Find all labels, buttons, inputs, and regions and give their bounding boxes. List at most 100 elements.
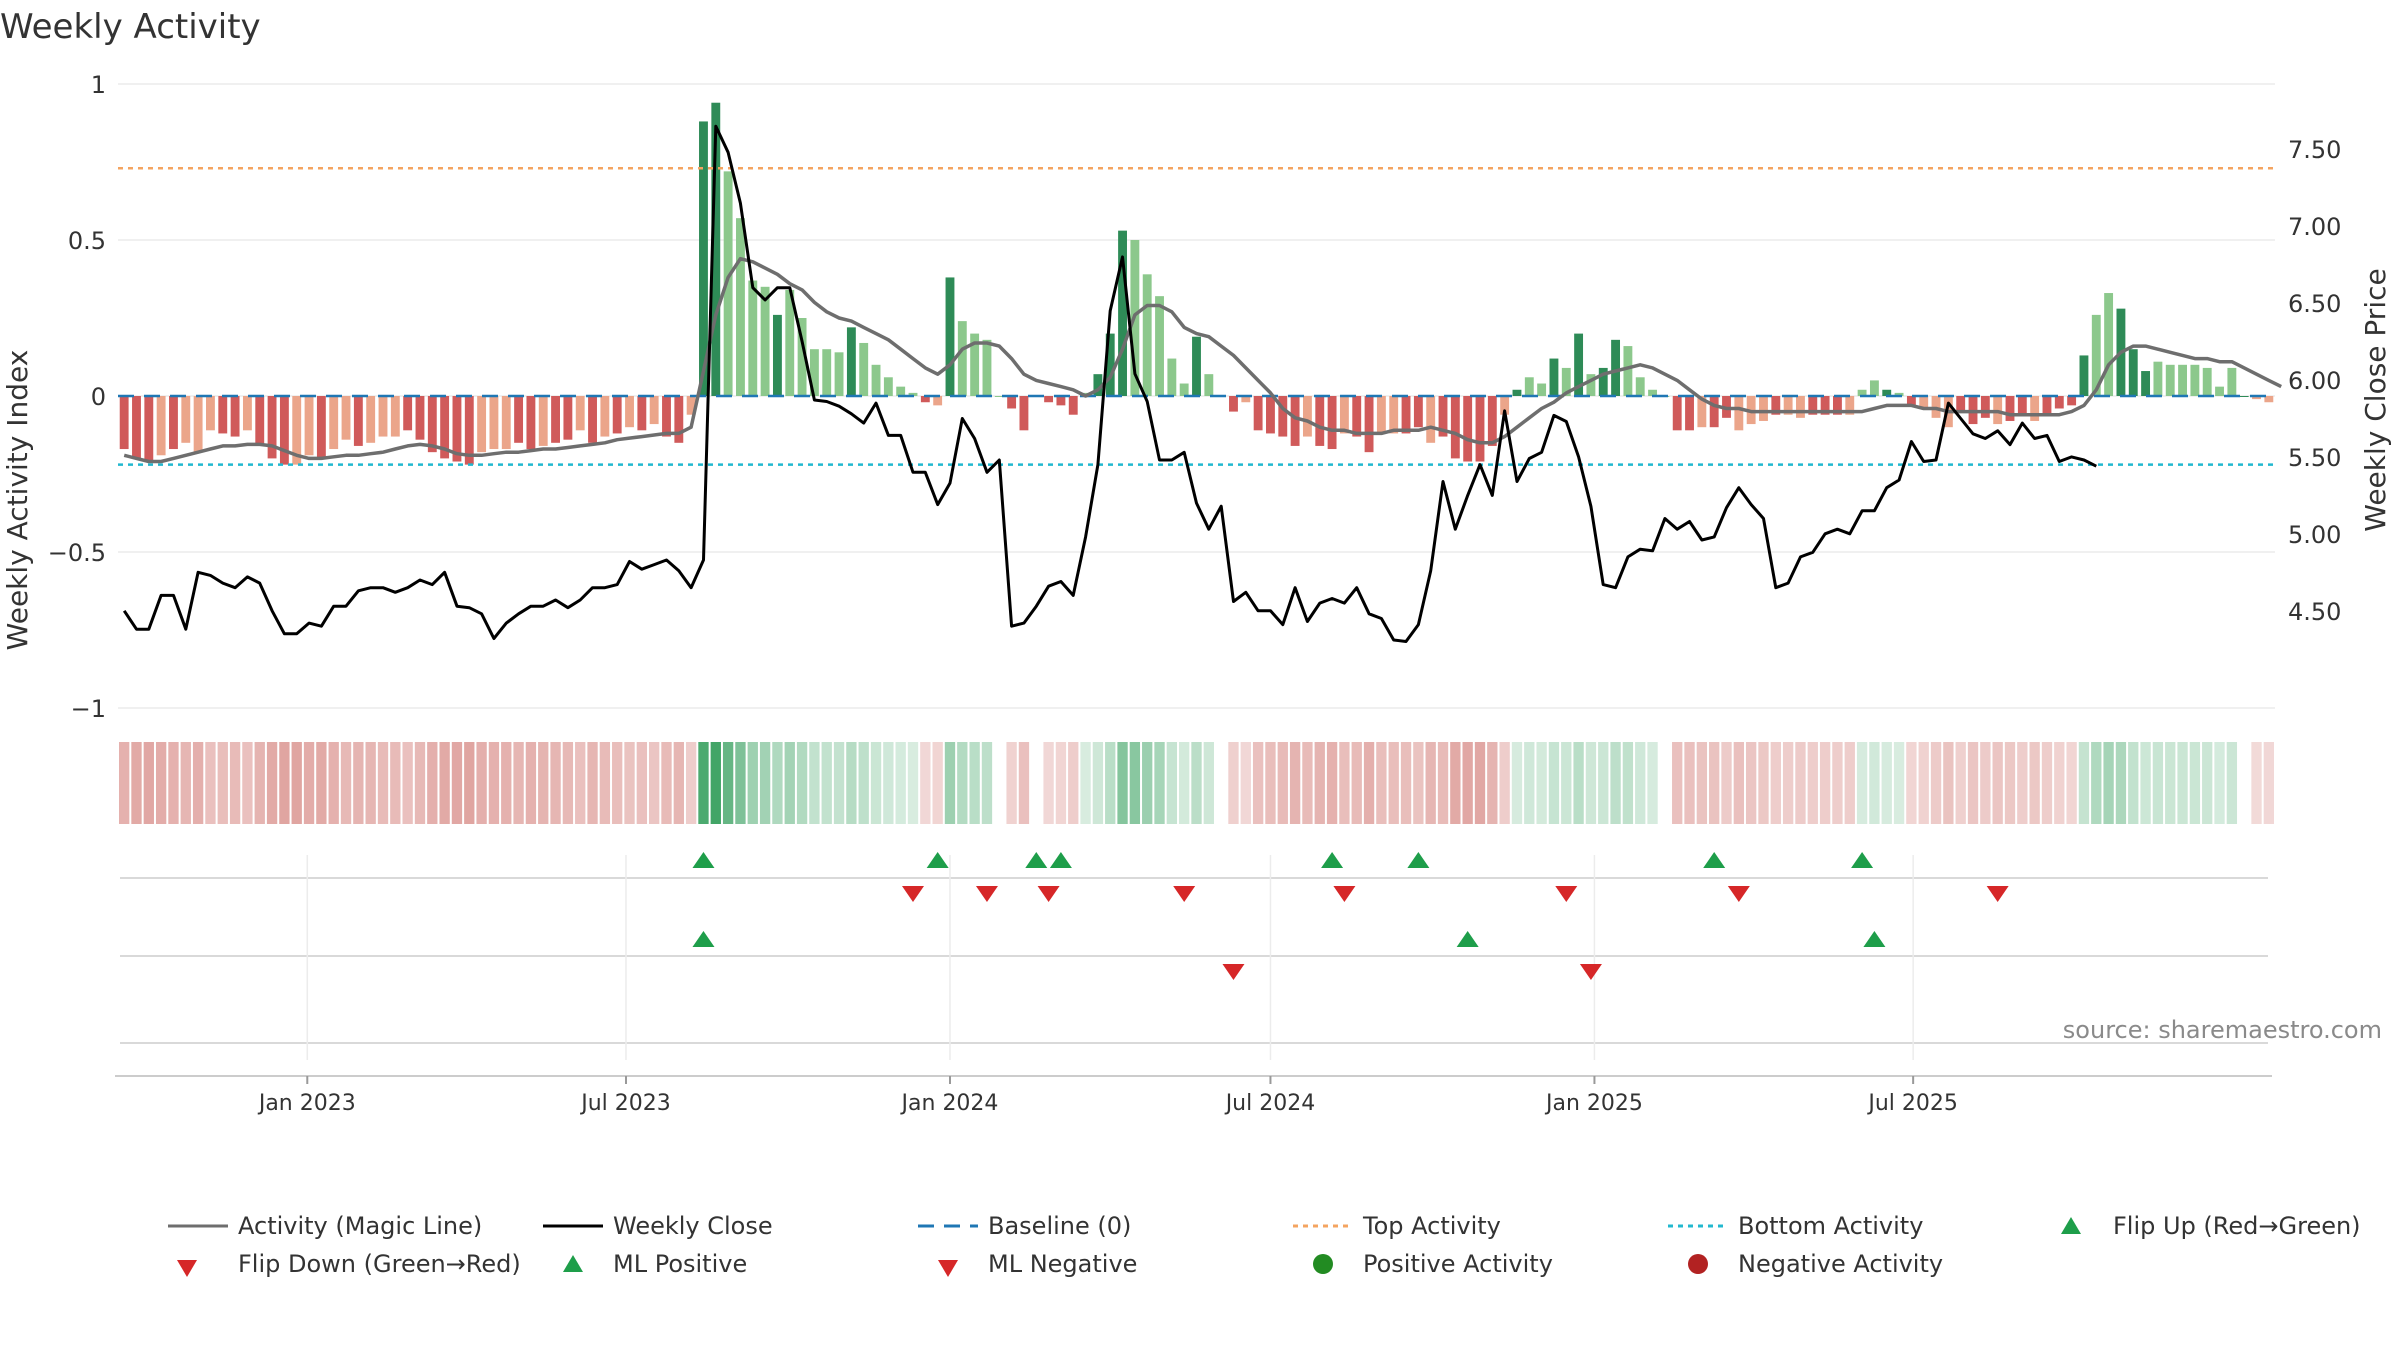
- activity-bar: [1549, 358, 1559, 396]
- activity-bar: [2190, 364, 2200, 396]
- activity-bar: [452, 396, 462, 462]
- activity-bar: [1882, 389, 1892, 396]
- activity-bar: [2165, 364, 2175, 396]
- heat-cell: [1622, 742, 1634, 824]
- activity-bar: [1734, 396, 1744, 431]
- left-axis-tick: 0: [91, 383, 106, 411]
- heat-cell: [131, 742, 142, 824]
- activity-bar: [255, 396, 265, 446]
- flip-up-marker: [1321, 852, 1344, 868]
- activity-bar: [1598, 367, 1608, 396]
- heat-cell: [1955, 742, 1966, 824]
- heat-cell: [1745, 742, 1757, 824]
- heat-cell: [957, 742, 968, 824]
- heat-cell: [464, 742, 475, 824]
- activity-bar: [1376, 396, 1386, 434]
- heat-cell: [920, 742, 931, 824]
- activity-bar: [1808, 396, 1818, 415]
- legend-bottom: Bottom Activity: [1738, 1212, 1923, 1240]
- heat-cell: [2214, 742, 2225, 824]
- activity-bar: [920, 396, 930, 403]
- heat-cell: [2078, 742, 2090, 824]
- activity-bar: [945, 277, 955, 396]
- left-axis-tick: −1: [71, 695, 106, 723]
- heat-cell: [119, 742, 130, 824]
- activity-bar: [1648, 389, 1657, 396]
- heat-cell: [1166, 742, 1178, 824]
- activity-bar: [1759, 396, 1768, 421]
- activity-bar: [1450, 396, 1460, 459]
- activity-bar: [674, 396, 684, 443]
- heat-cell: [1400, 742, 1412, 824]
- heat-cell: [944, 742, 956, 824]
- activity-bar: [1278, 396, 1288, 437]
- heat-cell: [587, 742, 598, 824]
- activity-bar: [353, 396, 363, 446]
- legend-ml-positive: ML Positive: [613, 1250, 747, 1278]
- heat-cell: [2202, 742, 2213, 824]
- heat-cell: [155, 742, 167, 824]
- heat-cell: [599, 742, 611, 824]
- activity-bar: [2215, 386, 2224, 396]
- heat-cell: [673, 742, 684, 824]
- heat-cell: [1856, 742, 1868, 824]
- activity-bar: [538, 396, 548, 446]
- right-axis-tick: 7.00: [2288, 213, 2341, 241]
- signal-markers: [120, 852, 2268, 1060]
- activity-bar: [1463, 396, 1473, 462]
- heat-cell: [1191, 742, 1202, 824]
- activity-bar: [994, 396, 1004, 397]
- activity-bar: [588, 396, 597, 443]
- activity-bar: [181, 396, 191, 443]
- activity-bar: [501, 396, 511, 450]
- heat-cell: [1154, 742, 1165, 824]
- heat-cell: [1684, 742, 1695, 824]
- activity-bar: [551, 396, 561, 443]
- left-axis-tick: 1: [91, 71, 106, 99]
- legend-negative-icon: [1688, 1254, 1708, 1274]
- heat-cell: [513, 742, 524, 824]
- heat-cell: [1943, 742, 1954, 824]
- heat-cell: [661, 742, 672, 824]
- flip-up-marker: [1703, 852, 1726, 868]
- activity-bar: [144, 396, 154, 462]
- heat-cell: [1450, 742, 1461, 824]
- activity-bar: [1709, 396, 1719, 428]
- heat-cell: [821, 742, 832, 824]
- heat-cell: [427, 742, 438, 824]
- heat-cell: [217, 742, 228, 824]
- activity-bar: [341, 396, 351, 440]
- activity-bar: [1204, 374, 1214, 396]
- heat-cell: [685, 742, 697, 824]
- activity-bar: [1574, 333, 1584, 396]
- heat-cell: [1105, 742, 1116, 824]
- heat-cell: [2152, 742, 2164, 824]
- ml-positive-marker: [1456, 931, 1479, 947]
- activity-bar: [427, 396, 437, 453]
- heat-cell: [1376, 742, 1387, 824]
- ml-negative-marker: [1579, 964, 1602, 980]
- heat-cell: [747, 742, 758, 824]
- activity-bar: [1007, 396, 1017, 409]
- activity-bar: [193, 396, 203, 453]
- activity-bar: [132, 396, 141, 459]
- heat-cell: [525, 742, 537, 824]
- activity-bar: [329, 396, 339, 450]
- activity-bar: [2005, 396, 2015, 421]
- activity-bar: [230, 396, 240, 437]
- activity-bar: [403, 396, 413, 431]
- heat-cell: [279, 742, 290, 824]
- activity-bar: [736, 218, 745, 396]
- heat-cell: [2029, 742, 2040, 824]
- reference-lines: [118, 166, 2275, 466]
- activity-bar: [242, 396, 252, 431]
- heat-cell: [2177, 742, 2188, 824]
- heat-cell: [1524, 742, 1535, 824]
- heat-cell: [439, 742, 450, 824]
- activity-bar: [797, 318, 807, 396]
- activity-bar: [477, 396, 487, 453]
- activity-bars: [119, 102, 2274, 465]
- heat-cell: [649, 742, 660, 824]
- activity-bar: [1685, 396, 1694, 431]
- activity-bar: [723, 171, 733, 396]
